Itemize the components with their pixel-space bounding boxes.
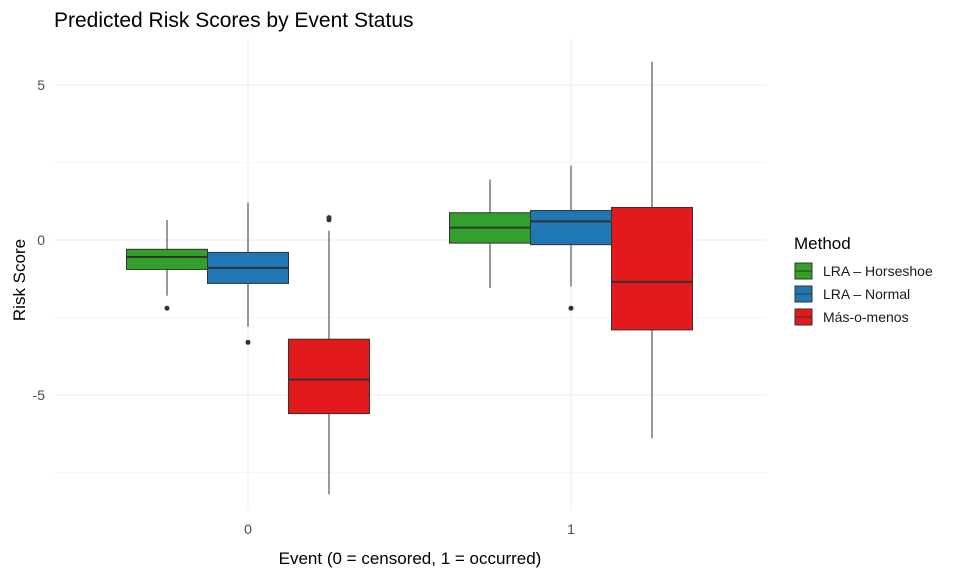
box bbox=[288, 338, 370, 415]
box-group bbox=[207, 202, 289, 345]
outlier-point bbox=[245, 339, 251, 345]
box-group bbox=[611, 61, 693, 439]
legend: Method LRA – Horseshoe LRA – Normal Más-o-… bbox=[794, 234, 933, 326]
outlier-point bbox=[326, 215, 332, 221]
legend-items: LRA – Horseshoe LRA – Normal Más-o-menos bbox=[794, 262, 933, 326]
box-group bbox=[530, 165, 612, 311]
box-group bbox=[449, 179, 531, 289]
box bbox=[530, 210, 612, 246]
outlier-point bbox=[568, 305, 574, 311]
x-tick-label: 1 bbox=[567, 521, 575, 537]
legend-label: LRA – Normal bbox=[823, 286, 910, 302]
y-tick-label: 5 bbox=[37, 77, 45, 93]
box-group bbox=[288, 215, 370, 495]
x-tick-label: 0 bbox=[244, 521, 252, 537]
y-axis-title: Risk Score bbox=[10, 239, 29, 321]
box bbox=[126, 248, 208, 270]
outlier-point bbox=[164, 305, 170, 311]
box-group bbox=[126, 219, 208, 311]
x-axis-title: Event (0 = censored, 1 = occurred) bbox=[279, 549, 542, 568]
y-tick-label: -5 bbox=[33, 387, 46, 403]
legend-title: Method bbox=[794, 234, 851, 253]
plot-boxes bbox=[126, 61, 693, 495]
y-tick-label: 0 bbox=[37, 232, 45, 248]
y-axis-ticks: -5 0 5 bbox=[33, 77, 46, 403]
legend-label: LRA – Horseshoe bbox=[823, 263, 933, 279]
legend-label: Más-o-menos bbox=[823, 309, 909, 325]
chart-title: Predicted Risk Scores by Event Status bbox=[54, 9, 414, 32]
plot-grid bbox=[55, 39, 767, 510]
box bbox=[611, 206, 693, 331]
